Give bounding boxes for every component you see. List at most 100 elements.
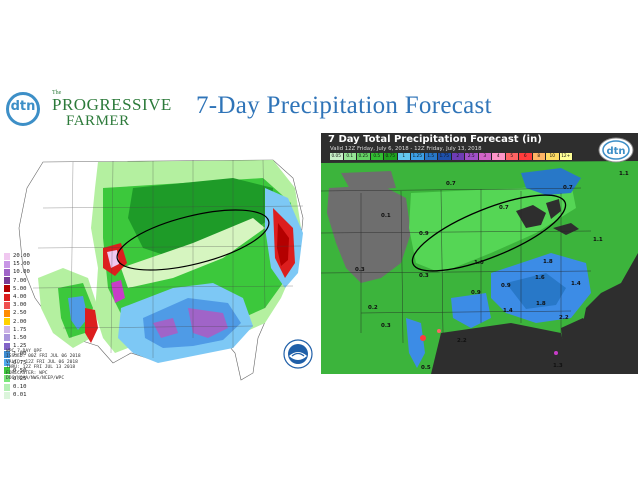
- legend-value: 15.00: [13, 261, 30, 268]
- legend-value: 2.00: [13, 318, 27, 325]
- logo-farmer-text: FARMER: [66, 113, 130, 129]
- legend-row: 10.00: [4, 268, 44, 276]
- colorbar-cell: 3: [478, 153, 492, 160]
- legend-value: 0.75: [13, 359, 27, 366]
- legend-row: 20.00: [4, 252, 44, 260]
- legend-value: 1.75: [13, 326, 27, 333]
- wpc-qpf-map: [3, 148, 314, 386]
- colorbar-cell: 2: [451, 153, 465, 160]
- legend-value: 10.00: [13, 269, 30, 276]
- legend-row: 0.10: [4, 383, 44, 391]
- legend-swatch: [4, 318, 10, 326]
- dtn-colorbar: 0.05 0.1 0.25 0.5 0.75 1 1.25 1.5 1.75 2 2.5 3 4 5 6 8 1…: [330, 153, 573, 161]
- colorbar-cell: 4: [492, 153, 506, 160]
- map-value: 1.6: [535, 275, 545, 281]
- colorbar-cell: 6: [519, 153, 533, 160]
- legend-value: 4.00: [13, 294, 27, 301]
- colorbar-cell: 0.05: [330, 153, 344, 160]
- legend-row: 1.50: [4, 334, 44, 342]
- dtn-logo-text: dtn: [10, 99, 36, 114]
- map-value: 0.2: [368, 305, 378, 311]
- forecast-info-line: THRU: 12Z FRI JUL 13 2018: [6, 365, 76, 371]
- dtn-precip-map: 0.7 0.7 0.7 1.1 0.1 1.1 0.9 0.3 1.6 0.3 …: [321, 133, 638, 374]
- legend-value: 2.50: [13, 310, 27, 317]
- colorbar-cell: 1.75: [438, 153, 452, 160]
- legend-row: 3.00: [4, 301, 44, 309]
- legend-swatch: [4, 277, 10, 285]
- colorbar-cell: 2.5: [465, 153, 479, 160]
- legend-swatch: [4, 334, 10, 342]
- legend-value: 3.00: [13, 302, 27, 309]
- legend-swatch: [4, 285, 10, 293]
- legend-swatch: [4, 342, 10, 350]
- map-value: 1.8: [543, 259, 553, 265]
- legend-swatch: [4, 367, 10, 375]
- dtn-map-subtitle: Valid 12Z Friday, July 6, 2018 - 12Z Fri…: [330, 146, 482, 152]
- noaa-logo-icon: [283, 339, 313, 369]
- map-value: 0.7: [446, 181, 456, 187]
- legend-value: 5.00: [13, 285, 27, 292]
- legend-row: 1.25: [4, 342, 44, 350]
- map-value: 2.2: [457, 338, 467, 344]
- legend-value: 0.10: [13, 384, 27, 391]
- colorbar-cell: 8: [532, 153, 546, 160]
- legend-row: 15.00: [4, 260, 44, 268]
- legend-value: 0.01: [13, 392, 27, 399]
- dtn-map-title: 7 Day Total Precipitation Forecast (in): [328, 134, 542, 145]
- map-value: 1.4: [571, 281, 581, 287]
- dtn-logo-badge-icon: dtn: [596, 135, 636, 165]
- legend-row: 2.50: [4, 309, 44, 317]
- dtn-badge-text: dtn: [606, 146, 625, 157]
- wpc-forecast-info: WPC 7-DAY QPF ISSUED: 00Z FRI JUL 06 2018…: [6, 349, 116, 381]
- map-value: 1.1: [619, 171, 629, 177]
- legend-row: 4.00: [4, 293, 44, 301]
- logo-the-text: The: [52, 90, 62, 96]
- map-value: 0.3: [381, 323, 391, 329]
- map-value: 1.3: [553, 363, 563, 369]
- map-value: 0.1: [381, 213, 391, 219]
- map-value: 0.9: [419, 231, 429, 237]
- legend-value: 0.25: [13, 375, 27, 382]
- dtn-logo-icon: [6, 92, 40, 126]
- legend-row: 1.00: [4, 350, 44, 358]
- colorbar-cell: 1.25: [411, 153, 425, 160]
- legend-value: 1.00: [13, 351, 27, 358]
- map-value: 0.7: [563, 185, 573, 191]
- colorbar-cell: 10: [546, 153, 560, 160]
- colorbar-cell: 1.5: [424, 153, 438, 160]
- map-value: 1.0: [474, 260, 484, 266]
- legend-row: 0.01: [4, 391, 44, 399]
- map-value: 2.2: [559, 315, 569, 321]
- legend-swatch: [4, 391, 10, 399]
- map-value: 1.8: [536, 301, 546, 307]
- legend-value: 1.25: [13, 343, 27, 350]
- colorbar-cell: 5: [505, 153, 519, 160]
- colorbar-cell: 0.1: [343, 153, 357, 160]
- legend-row: 0.50: [4, 367, 44, 375]
- legend-swatch: [4, 252, 10, 260]
- wpc-legend: 20.00 15.00 10.00 7.00 5.00 4.00 3.00 2.50 2.00 1…: [4, 252, 44, 399]
- legend-swatch: [4, 383, 10, 391]
- map-value: 0.7: [499, 205, 509, 211]
- map-value: 0.9: [471, 290, 481, 296]
- forecast-info-line: VALID: 12Z FRI JUL 06 2018: [6, 359, 78, 365]
- legend-swatch: [4, 326, 10, 334]
- legend-swatch: [4, 350, 10, 358]
- legend-swatch: [4, 359, 10, 367]
- map-value: 0.9: [501, 283, 511, 289]
- legend-swatch: [4, 309, 10, 317]
- map-value: 0.3: [355, 267, 365, 273]
- colorbar-cell: 1: [397, 153, 411, 160]
- legend-row: 0.25: [4, 375, 44, 383]
- map-value: 1.4: [503, 308, 513, 314]
- legend-row: 2.00: [4, 318, 44, 326]
- legend-swatch: [4, 293, 10, 301]
- map-value: 0.3: [419, 273, 429, 279]
- map-value: 1.1: [593, 237, 603, 243]
- legend-row: 7.00: [4, 277, 44, 285]
- legend-row: 5.00: [4, 285, 44, 293]
- legend-row: 0.75: [4, 358, 44, 367]
- legend-value: 20.00: [13, 253, 30, 260]
- legend-swatch: [4, 375, 10, 383]
- forecast-info-line: ISSUED: 00Z FRI JUL 06 2018: [6, 354, 81, 360]
